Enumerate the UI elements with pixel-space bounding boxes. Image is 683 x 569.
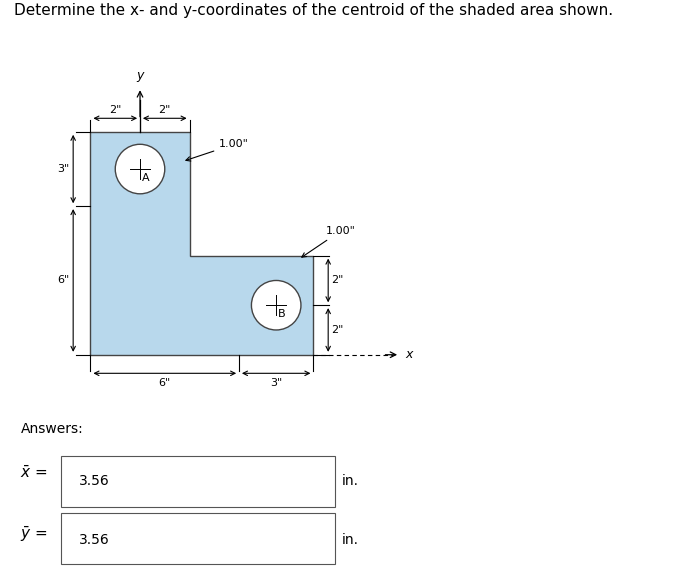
Text: 3": 3" bbox=[270, 378, 282, 387]
Text: in.: in. bbox=[342, 533, 359, 547]
FancyBboxPatch shape bbox=[61, 456, 335, 507]
Text: $\bar{y}$ =: $\bar{y}$ = bbox=[20, 525, 48, 543]
Circle shape bbox=[251, 281, 301, 330]
Text: 2": 2" bbox=[109, 105, 122, 116]
Text: 1.00": 1.00" bbox=[302, 226, 356, 257]
Text: 2": 2" bbox=[158, 105, 171, 116]
Text: y: y bbox=[137, 69, 143, 83]
FancyBboxPatch shape bbox=[61, 513, 335, 564]
Text: B: B bbox=[278, 309, 285, 319]
Polygon shape bbox=[90, 132, 313, 354]
Text: 6": 6" bbox=[158, 378, 171, 387]
Text: Answers:: Answers: bbox=[20, 422, 83, 436]
Text: 3.56: 3.56 bbox=[79, 533, 109, 547]
Text: 2": 2" bbox=[331, 275, 344, 286]
Text: Determine the x- and y-coordinates of the centroid of the shaded area shown.: Determine the x- and y-coordinates of th… bbox=[14, 3, 613, 18]
Text: $\bar{x}$ =: $\bar{x}$ = bbox=[20, 465, 48, 481]
Text: 1.00": 1.00" bbox=[186, 139, 249, 161]
Text: 2": 2" bbox=[331, 325, 344, 335]
Text: 6": 6" bbox=[57, 275, 70, 286]
Text: 3.56: 3.56 bbox=[79, 475, 109, 488]
Text: x: x bbox=[405, 348, 413, 361]
Text: 3": 3" bbox=[57, 164, 70, 174]
Text: A: A bbox=[142, 173, 150, 183]
Circle shape bbox=[115, 145, 165, 194]
Text: in.: in. bbox=[342, 475, 359, 488]
